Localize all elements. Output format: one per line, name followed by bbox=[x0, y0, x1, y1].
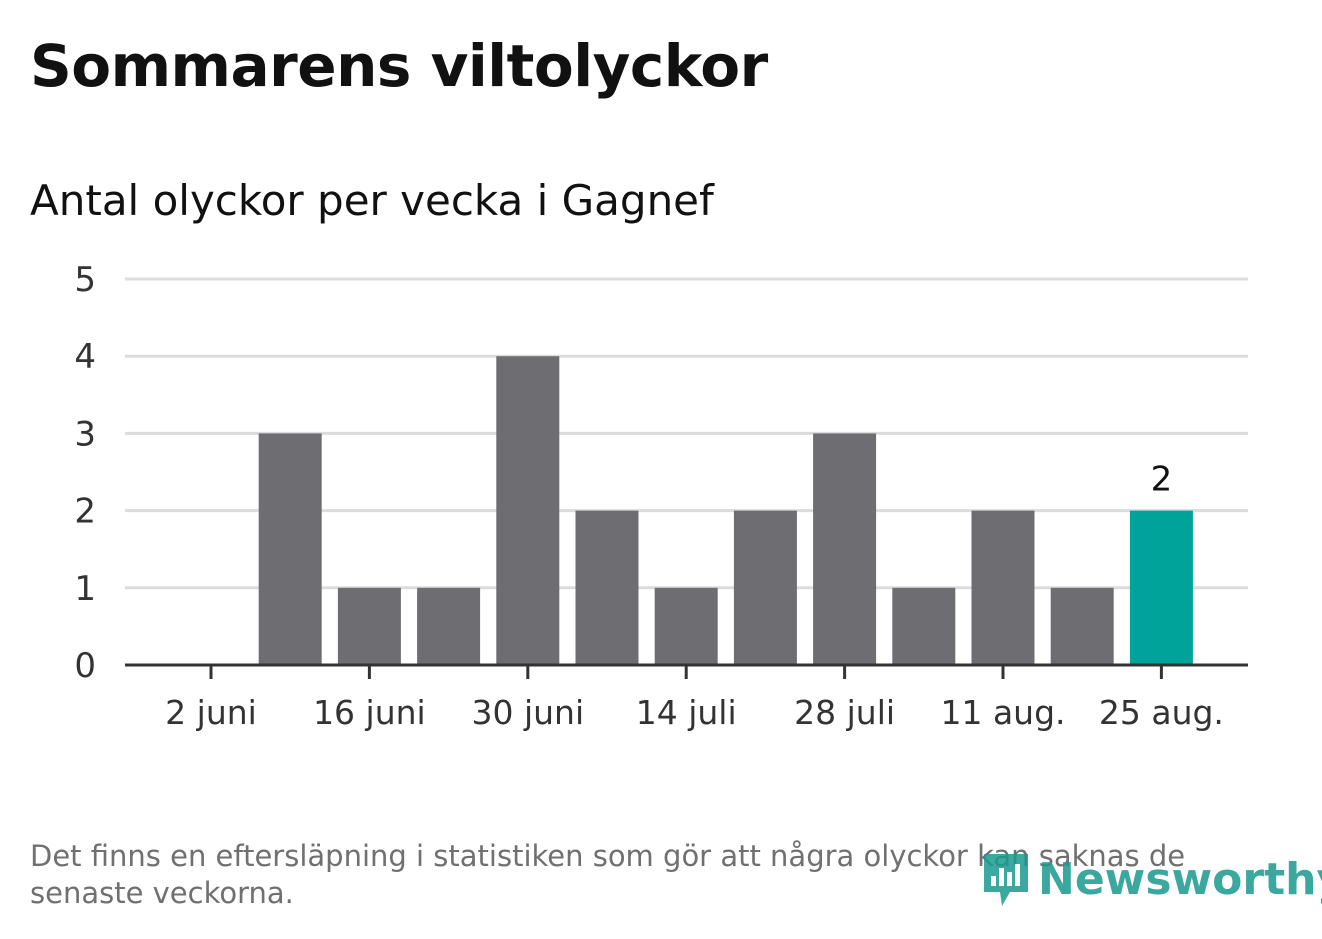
bar bbox=[813, 433, 877, 665]
x-tick-label: 11 aug. bbox=[940, 693, 1065, 732]
x-tick-label: 14 juli bbox=[636, 693, 737, 732]
chart-title: Sommarens viltolyckor bbox=[30, 32, 768, 100]
y-tick-label: 1 bbox=[74, 569, 96, 609]
bar bbox=[496, 356, 560, 665]
bar bbox=[892, 587, 956, 665]
y-tick-label: 4 bbox=[74, 337, 96, 377]
y-tick-label: 5 bbox=[74, 260, 96, 300]
bar bbox=[654, 587, 718, 665]
bar bbox=[1050, 587, 1114, 665]
bar bbox=[575, 510, 639, 665]
chart-subtitle: Antal olyckor per vecka i Gagnef bbox=[30, 176, 714, 225]
bar-chart-icon bbox=[984, 854, 1028, 906]
bar bbox=[417, 587, 481, 665]
bar bbox=[1129, 510, 1193, 665]
bar bbox=[337, 587, 401, 665]
x-tick-label: 30 juni bbox=[471, 693, 584, 732]
y-tick-label: 2 bbox=[74, 492, 96, 532]
x-tick-label: 25 aug. bbox=[1099, 693, 1224, 732]
y-tick-label: 3 bbox=[74, 414, 96, 454]
x-tick-label: 16 juni bbox=[313, 693, 426, 732]
brand-name: Newsworthy bbox=[1038, 853, 1322, 905]
x-tick-label: 2 juni bbox=[165, 693, 257, 732]
bar bbox=[258, 433, 322, 665]
newsworthy-logo: Newsworthy bbox=[980, 846, 1322, 912]
bar bbox=[733, 510, 797, 665]
data-label: 2 bbox=[1151, 460, 1173, 500]
bar bbox=[971, 510, 1035, 665]
y-tick-label: 0 bbox=[74, 646, 96, 686]
x-tick-label: 28 juli bbox=[794, 693, 895, 732]
